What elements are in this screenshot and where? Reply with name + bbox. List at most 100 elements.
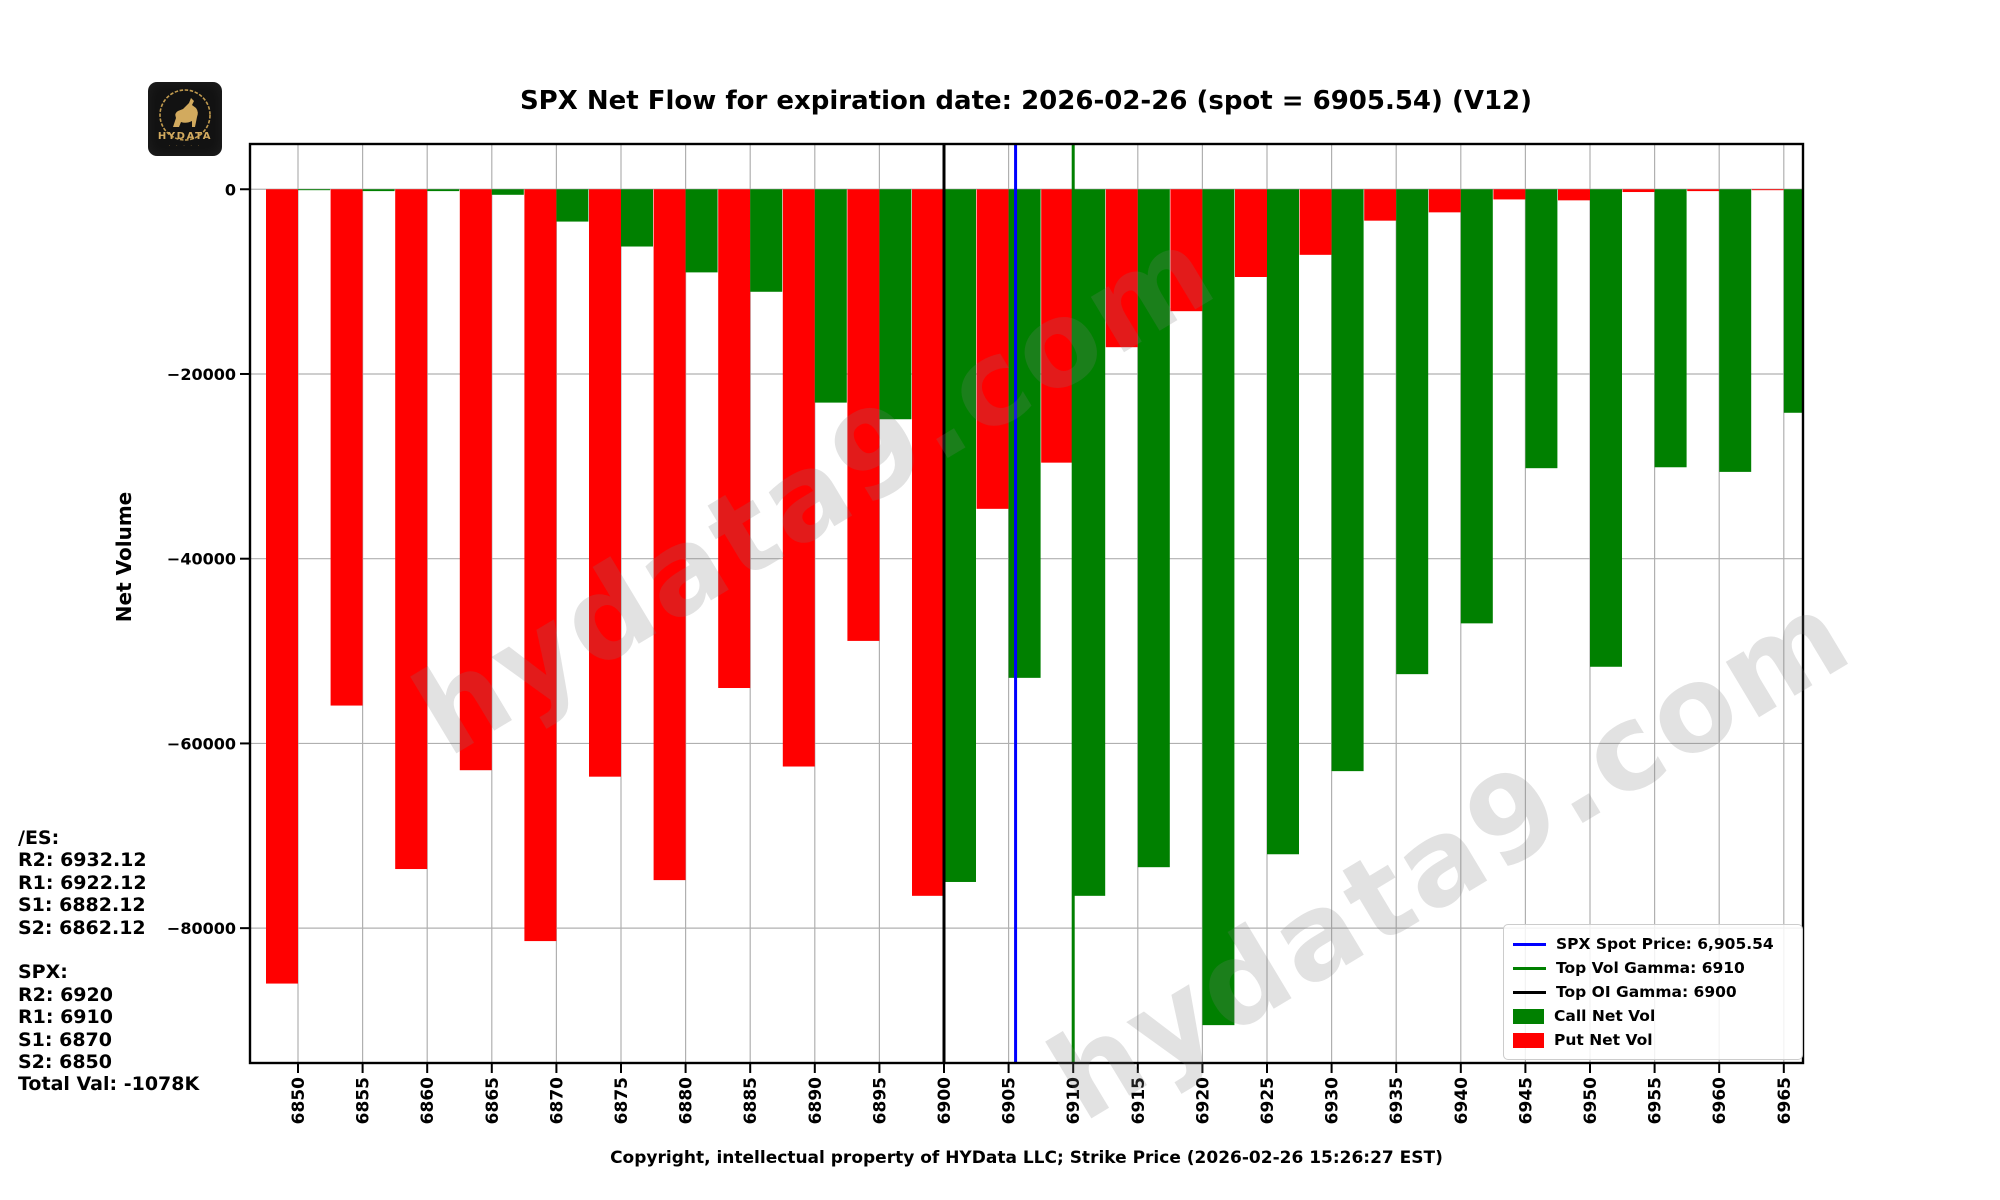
- x-tick-label: 6935: [1387, 1077, 1407, 1124]
- put-bar: [330, 189, 363, 706]
- call-bar: [1267, 189, 1299, 855]
- legend-line-sample: [1513, 966, 1546, 970]
- call-bar: [879, 189, 912, 420]
- x-tick-label: 6895: [870, 1077, 890, 1124]
- x-tick-label: 6925: [1258, 1077, 1278, 1124]
- put-bar: [976, 189, 1009, 509]
- side-panel-line: R1: 6922.12: [18, 871, 147, 894]
- y-tick-label: −40000: [167, 550, 236, 569]
- call-bar: [1331, 189, 1364, 772]
- put-bar: [1428, 189, 1461, 213]
- put-bar: [1687, 189, 1720, 192]
- logo-ring: [159, 89, 211, 141]
- side-panel-line: S1: 6870: [18, 1028, 112, 1051]
- side-panel-line: R2: 6920: [18, 983, 113, 1006]
- legend-item-label: Call Net Vol: [1554, 1007, 1656, 1025]
- chart-legend: SPX Spot Price: 6,905.54 Top Vol Gamma: 6…: [1503, 924, 1803, 1060]
- put-bar: [782, 189, 815, 767]
- side-panel-line: R2: 6932.12: [18, 849, 147, 872]
- put-bar: [1622, 189, 1655, 193]
- call-bar: [556, 189, 589, 222]
- x-tick-label: 6890: [806, 1077, 826, 1124]
- put-bar: [589, 189, 621, 777]
- x-tick-label: 6950: [1581, 1077, 1601, 1124]
- put-bar: [653, 189, 686, 881]
- legend-item: SPX Spot Price: 6,905.54: [1513, 932, 1792, 956]
- legend-item: Put Net Vol: [1513, 1028, 1792, 1052]
- bull-icon: [173, 98, 198, 127]
- legend-item-label: Top OI Gamma: 6900: [1556, 983, 1737, 1001]
- legend-line-sample: [1513, 942, 1546, 946]
- x-tick-label: 6940: [1452, 1077, 1472, 1124]
- y-axis-title: Net Volume: [112, 492, 136, 622]
- put-bar: [718, 189, 751, 689]
- x-tick-label: 6850: [289, 1077, 309, 1124]
- x-tick-label: 6880: [677, 1077, 697, 1124]
- legend-patch-sample: [1513, 1008, 1544, 1024]
- x-tick-label: 6860: [418, 1077, 438, 1124]
- call-bar: [1460, 189, 1493, 624]
- call-bar: [491, 189, 524, 195]
- put-bar: [266, 189, 298, 984]
- side-panel-spacer: [18, 939, 199, 961]
- put-bar: [1299, 189, 1332, 255]
- call-bar: [427, 189, 460, 192]
- x-tick-label: 6965: [1775, 1077, 1795, 1124]
- put-bar: [912, 189, 944, 896]
- call-bar: [750, 189, 783, 292]
- logo-graphic: [159, 89, 211, 141]
- x-tick-label: 6870: [547, 1077, 567, 1124]
- call-bar: [1783, 189, 1803, 413]
- page-title: SPX Net Flow for expiration date: 2026-0…: [519, 86, 1533, 116]
- put-bar: [459, 189, 492, 771]
- side-panel-line: /ES:: [18, 827, 60, 849]
- call-bar: [1202, 189, 1235, 1026]
- plot-border: [248, 142, 1805, 1065]
- call-bar: [1137, 189, 1170, 868]
- x-tick-label: 6865: [483, 1077, 503, 1124]
- put-bar: [1751, 189, 1784, 191]
- side-panel-line: SPX:: [18, 961, 68, 984]
- side-panel-line: S2: 6850: [18, 1051, 112, 1074]
- call-bar: [1008, 189, 1041, 678]
- x-tick-label: 6855: [354, 1077, 374, 1124]
- call-bar: [814, 189, 847, 403]
- x-tick-label: 6910: [1064, 1077, 1084, 1124]
- legend-item: Top OI Gamma: 6900: [1513, 980, 1792, 1004]
- es-spx-levels-panel: /ES: R2: 6932.12 R1: 6922.12 S1: 6882.12 S2:…: [18, 827, 199, 1096]
- x-tick-label: 6900: [935, 1077, 955, 1124]
- legend-item-label: Top Vol Gamma: 6910: [1556, 959, 1745, 977]
- x-tick-label: 6955: [1646, 1077, 1666, 1124]
- x-tick-label: 6915: [1129, 1077, 1149, 1124]
- call-bar: [685, 189, 718, 273]
- call-bar: [298, 189, 330, 191]
- legend-item: Call Net Vol: [1513, 1004, 1792, 1028]
- call-bar: [1396, 189, 1429, 675]
- put-bar: [1493, 189, 1526, 200]
- legend-item-label: Put Net Vol: [1554, 1031, 1653, 1049]
- x-tick-label: 6960: [1710, 1077, 1730, 1124]
- put-bar: [524, 189, 557, 942]
- x-tick-label: 6905: [1000, 1077, 1020, 1124]
- side-panel-line: S1: 6882.12: [18, 894, 146, 917]
- x-tick-label: 6875: [612, 1077, 632, 1124]
- x-tick-label: 6945: [1516, 1077, 1536, 1124]
- put-bar: [1041, 189, 1074, 463]
- put-bar: [847, 189, 880, 641]
- call-bar: [621, 189, 653, 247]
- legend-patch-sample: [1513, 1032, 1544, 1048]
- legend-item: Top Vol Gamma: 6910: [1513, 956, 1792, 980]
- put-bar: [395, 189, 428, 870]
- side-panel-line: Total Val: -1078K: [18, 1073, 200, 1096]
- call-bar: [944, 189, 976, 882]
- put-bar: [1364, 189, 1397, 221]
- call-bar: [1525, 189, 1558, 469]
- call-bar: [1073, 189, 1106, 896]
- put-bar: [1235, 189, 1267, 278]
- y-tick-label: 0: [225, 180, 236, 199]
- put-bar: [1170, 189, 1203, 312]
- logo-brand-text: HYDATA: [157, 131, 213, 142]
- put-bar: [1105, 189, 1138, 348]
